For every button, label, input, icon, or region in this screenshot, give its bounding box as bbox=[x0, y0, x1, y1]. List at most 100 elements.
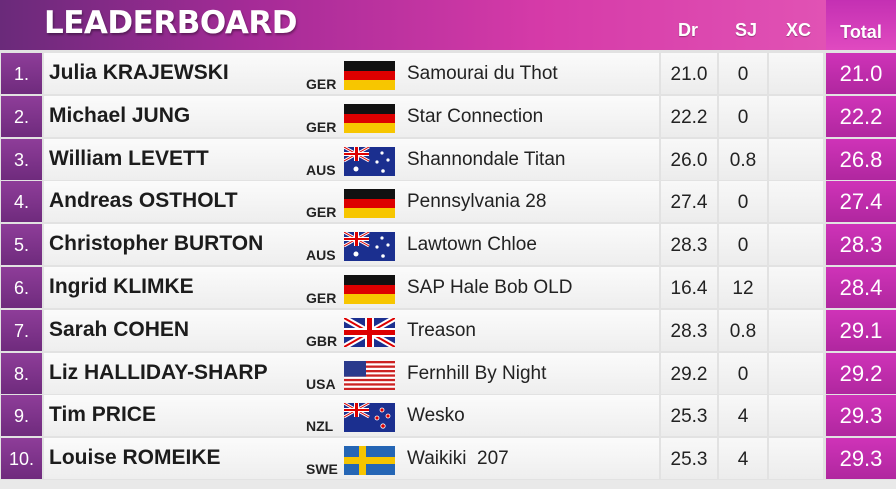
leaderboard-rows: 1. Julia KRAJEWSKI GER Samourai du Thot … bbox=[0, 52, 896, 480]
germany-flag-icon bbox=[344, 61, 395, 90]
rank-cell: 1. bbox=[1, 53, 42, 94]
column-header-crosscountry: XC bbox=[786, 20, 812, 40]
rider-name: William LEVETT bbox=[49, 146, 209, 170]
leaderboard-row: 9. Tim PRICE NZL Wesko 25.3 4 29.3 bbox=[0, 394, 896, 437]
nation-code: GER bbox=[306, 118, 337, 135]
total-score: 29.3 bbox=[826, 438, 896, 480]
new-zealand-flag-icon bbox=[344, 403, 395, 433]
crosscountry-score bbox=[769, 438, 823, 480]
nation-code: GER bbox=[306, 289, 337, 306]
showjumping-score: 0 bbox=[719, 53, 767, 94]
dressage-score: 21.0 bbox=[661, 53, 717, 94]
rank-cell: 10. bbox=[1, 438, 42, 480]
nation-code: AUS bbox=[306, 161, 336, 178]
crosscountry-score bbox=[769, 266, 823, 308]
leaderboard-row: 3. William LEVETT AUS Shannondale Titan … bbox=[0, 138, 896, 181]
showjumping-score: 0.8 bbox=[719, 138, 767, 180]
dressage-score: 26.0 bbox=[661, 138, 717, 180]
showjumping-score: 4 bbox=[719, 438, 767, 480]
dressage-score: 27.4 bbox=[661, 181, 717, 223]
nation-code: SWE bbox=[306, 461, 338, 478]
rank-cell: 9. bbox=[1, 395, 42, 437]
total-score: 28.4 bbox=[826, 266, 896, 308]
rider-name: Tim PRICE bbox=[49, 403, 156, 427]
total-score: 29.1 bbox=[826, 309, 896, 351]
horse-name: Lawtown Chloe bbox=[407, 234, 537, 256]
dressage-score: 25.3 bbox=[661, 438, 717, 480]
leaderboard-row: 4. Andreas OSTHOLT GER Pennsylvania 28 2… bbox=[0, 180, 896, 223]
rank-cell: 4. bbox=[1, 181, 42, 223]
rank-cell: 2. bbox=[1, 95, 42, 137]
rider-name: Christopher BURTON bbox=[49, 232, 264, 256]
crosscountry-score bbox=[769, 224, 823, 266]
showjumping-score: 0 bbox=[719, 181, 767, 223]
rider-name: Andreas OSTHOLT bbox=[49, 189, 238, 213]
crosscountry-score bbox=[769, 95, 823, 137]
rider-name: Sarah COHEN bbox=[49, 317, 190, 341]
dressage-score: 28.3 bbox=[661, 224, 717, 266]
rank-cell: 7. bbox=[1, 309, 42, 351]
leaderboard-row: 7. Sarah COHEN GBR Treason 28.3 0.8 29.1 bbox=[0, 309, 896, 352]
rank-cell: 5. bbox=[1, 224, 42, 266]
crosscountry-score bbox=[769, 395, 823, 437]
australia-flag-icon bbox=[344, 232, 395, 262]
crosscountry-score bbox=[769, 309, 823, 351]
nation-code: GER bbox=[306, 204, 337, 221]
australia-flag-icon bbox=[344, 146, 395, 176]
dressage-score: 16.4 bbox=[661, 266, 717, 308]
crosscountry-score bbox=[769, 181, 823, 223]
horse-name: Wesko bbox=[407, 405, 465, 427]
rank-cell: 3. bbox=[1, 138, 42, 180]
total-score: 26.8 bbox=[826, 138, 896, 180]
nation-code: GBR bbox=[306, 332, 338, 349]
showjumping-score: 0 bbox=[719, 352, 767, 394]
crosscountry-score bbox=[769, 53, 823, 94]
rank-cell: 6. bbox=[1, 266, 42, 308]
horse-name: Waikiki 207 bbox=[407, 448, 509, 470]
column-header-dressage: Dr bbox=[678, 20, 699, 40]
dressage-score: 22.2 bbox=[661, 95, 717, 137]
horse-name: Star Connection bbox=[407, 105, 544, 127]
germany-flag-icon bbox=[344, 274, 395, 304]
nation-code: USA bbox=[306, 375, 336, 392]
horse-name: Shannondale Titan bbox=[407, 148, 566, 170]
dressage-score: 25.3 bbox=[661, 395, 717, 437]
nation-code: NZL bbox=[306, 418, 334, 435]
leaderboard-header: LEADERBOARD Dr SJ XC Total bbox=[0, 0, 896, 50]
leaderboard-row: 2. Michael JUNG GER Star Connection 22.2… bbox=[0, 95, 896, 138]
showjumping-score: 12 bbox=[719, 266, 767, 308]
nation-code: GER bbox=[306, 76, 337, 92]
horse-name: Treason bbox=[407, 319, 476, 341]
leaderboard-row: 5. Christopher BURTON AUS Lawtown Chloe … bbox=[0, 223, 896, 266]
horse-name: Pennsylvania 28 bbox=[407, 191, 547, 213]
column-header-showjumping: SJ bbox=[735, 20, 758, 40]
showjumping-score: 4 bbox=[719, 395, 767, 437]
leaderboard-row: 10. Louise ROMEIKE SWE Waikiki 207 25.3 … bbox=[0, 437, 896, 480]
leaderboard-row: 8. Liz HALLIDAY-SHARP USA Fernhill By Ni… bbox=[0, 352, 896, 395]
leaderboard-row: 1. Julia KRAJEWSKI GER Samourai du Thot … bbox=[0, 52, 896, 95]
rider-name: Michael JUNG bbox=[49, 103, 191, 127]
total-score: 21.0 bbox=[826, 53, 896, 94]
crosscountry-score bbox=[769, 138, 823, 180]
column-header-total: Total bbox=[826, 0, 896, 50]
total-score: 22.2 bbox=[826, 95, 896, 137]
leaderboard-title: LEADERBOARD bbox=[44, 5, 297, 41]
dressage-score: 28.3 bbox=[661, 309, 717, 351]
total-score: 27.4 bbox=[826, 181, 896, 223]
rider-name: Louise ROMEIKE bbox=[49, 446, 221, 470]
dressage-score: 29.2 bbox=[661, 352, 717, 394]
total-score: 29.3 bbox=[826, 395, 896, 437]
nation-code: AUS bbox=[306, 247, 336, 264]
crosscountry-score bbox=[769, 352, 823, 394]
total-score: 29.2 bbox=[826, 352, 896, 394]
horse-name: Samourai du Thot bbox=[407, 63, 558, 84]
rider-name: Liz HALLIDAY-SHARP bbox=[49, 360, 268, 384]
sweden-flag-icon bbox=[344, 446, 395, 476]
germany-flag-icon bbox=[344, 103, 395, 133]
showjumping-score: 0.8 bbox=[719, 309, 767, 351]
uk-flag-icon bbox=[344, 317, 395, 347]
rank-cell: 8. bbox=[1, 352, 42, 394]
leaderboard-row: 6. Ingrid KLIMKE GER SAP Hale Bob OLD 16… bbox=[0, 266, 896, 309]
horse-name: Fernhill By Night bbox=[407, 362, 547, 384]
